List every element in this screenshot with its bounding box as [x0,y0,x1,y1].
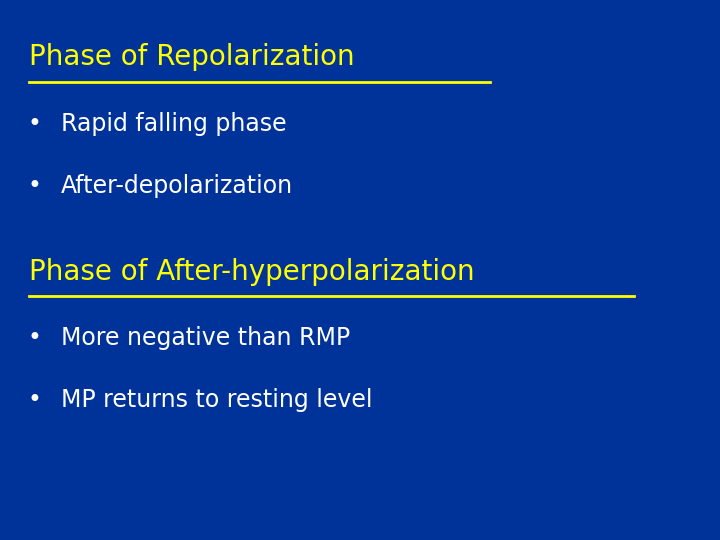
Text: After-depolarization: After-depolarization [61,174,293,198]
Text: MP returns to resting level: MP returns to resting level [61,388,373,412]
Text: Phase of Repolarization: Phase of Repolarization [29,43,354,71]
Text: Rapid falling phase: Rapid falling phase [61,112,287,136]
Text: •: • [27,388,41,412]
Text: •: • [27,112,41,136]
Text: •: • [27,174,41,198]
Text: More negative than RMP: More negative than RMP [61,326,351,350]
Text: Phase of After-hyperpolarization: Phase of After-hyperpolarization [29,258,474,286]
Text: •: • [27,326,41,350]
